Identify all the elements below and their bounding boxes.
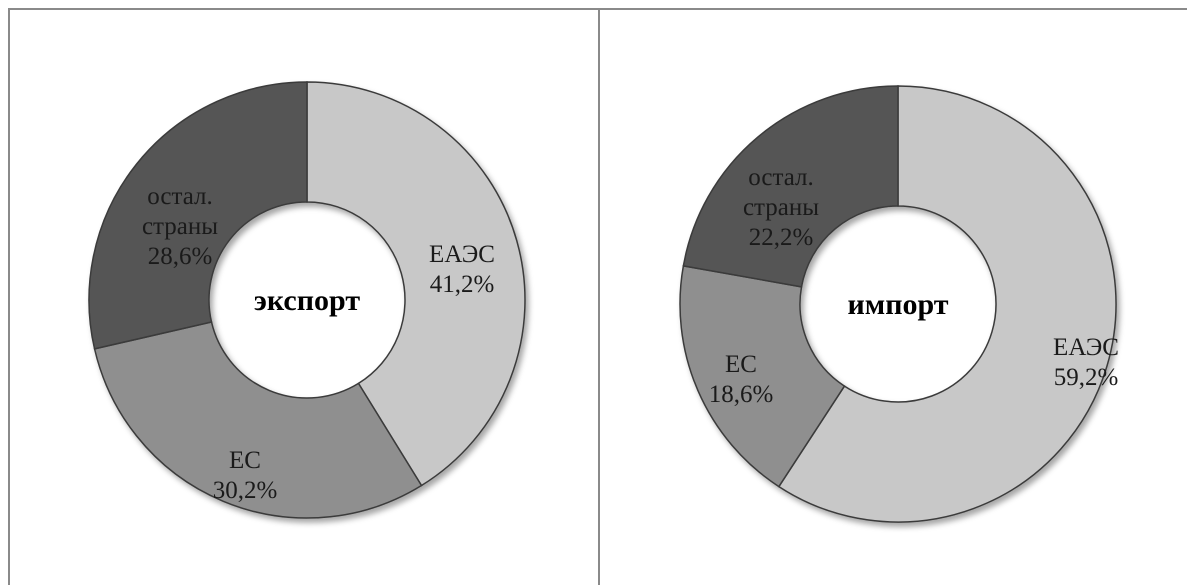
export-slice-other (88, 81, 308, 350)
export-slice-eaes (306, 81, 526, 487)
export-donut-chart: ЕАЭС 41,2% ЕС 30,2% остал. страны 28,6% экспорт (88, 81, 526, 519)
export-label-other: остал. страны 28,6% (142, 183, 218, 270)
import-center-label: импорт (847, 288, 948, 321)
import-donut-chart: ЕАЭС 59,2% ЕС 18,6% остал. страны 22,2% импорт (679, 85, 1119, 523)
export-label-es: ЕС 30,2% (213, 447, 278, 504)
export-slice-es (93, 321, 423, 519)
import-label-other: остал. страны 22,2% (743, 164, 819, 251)
import-slice-other (682, 85, 899, 288)
import-slice-es (679, 264, 846, 488)
import-panel: ЕАЭС 59,2% ЕС 18,6% остал. страны 22,2% импорт (598, 8, 1187, 585)
export-center-label: экспорт (254, 284, 360, 317)
export-label-eaes: ЕАЭС 41,2% (429, 241, 495, 298)
export-panel: ЕАЭС 41,2% ЕС 30,2% остал. страны 28,6% экспорт (8, 8, 600, 585)
import-label-eaes: ЕАЭС 59,2% (1053, 334, 1119, 391)
import-slice-eaes (777, 85, 1117, 523)
import-label-es: ЕС 18,6% (709, 351, 774, 408)
